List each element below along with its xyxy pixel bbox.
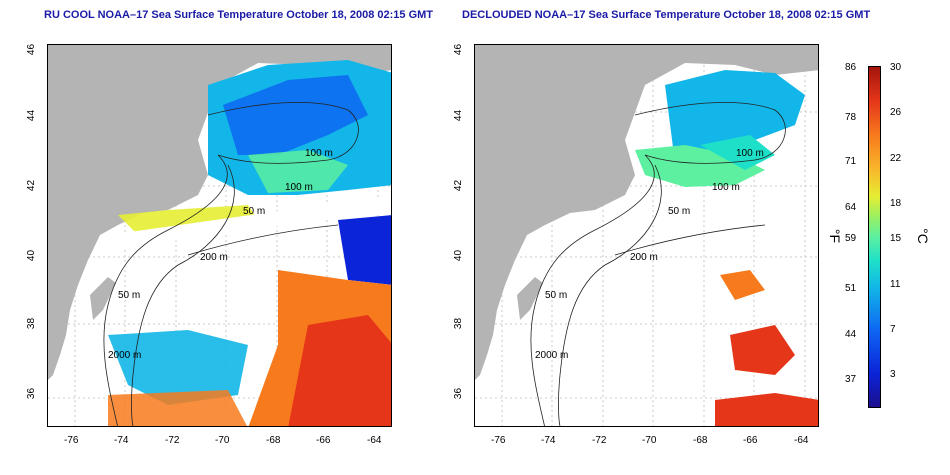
- right-x-tick-70: -70: [642, 435, 657, 446]
- right-y-tick-44: 44: [453, 109, 465, 122]
- right-x-tick-66: -66: [743, 435, 758, 446]
- colorbar-c-26: 26: [890, 107, 902, 118]
- right-contour-label-2000m: 2000 m: [535, 350, 569, 361]
- contour-label-200m: 200 m: [200, 252, 228, 263]
- left-x-tick-74: -74: [114, 435, 129, 446]
- left-x-tick-70: -70: [215, 435, 230, 446]
- right-contour-label-200m: 200 m: [630, 252, 658, 263]
- left-y-tick-44: 44: [26, 109, 38, 122]
- colorbar-c-30: 30: [890, 62, 902, 73]
- fahrenheit-unit-label: °F: [827, 228, 844, 244]
- right-y-tick-40: 40: [453, 249, 465, 262]
- declouded-sst-map: [474, 44, 819, 427]
- right-x-tick-72: -72: [592, 435, 607, 446]
- right-panel-title: DECLOUDED NOAA–17 Sea Surface Temperatur…: [462, 9, 871, 21]
- left-y-tick-46: 46: [26, 43, 38, 56]
- right-x-tick-74: -74: [541, 435, 556, 446]
- temperature-colorbar: [868, 66, 881, 408]
- left-y-tick-42: 42: [26, 179, 38, 192]
- contour-label-100m-b: 100 m: [285, 182, 313, 193]
- left-y-tick-38: 38: [26, 317, 38, 330]
- contour-label-100m-a: 100 m: [305, 148, 333, 159]
- contour-label-50m-b: 50 m: [118, 290, 141, 301]
- colorbar-c-15: 15: [890, 233, 902, 244]
- colorbar-c-11: 11: [890, 279, 901, 290]
- colorbar-c-7: 7: [890, 324, 896, 335]
- colorbar-c-18: 18: [890, 198, 902, 209]
- right-contour-label-50m-b: 50 m: [545, 290, 568, 301]
- colorbar-f-71: 71: [845, 156, 857, 167]
- left-x-tick-64: -64: [367, 435, 382, 446]
- colorbar-c-3: 3: [890, 369, 896, 380]
- right-x-tick-76: -76: [491, 435, 506, 446]
- right-contour-label-50m: 50 m: [668, 206, 691, 217]
- right-y-tick-42: 42: [453, 179, 465, 192]
- contour-label-2000m: 2000 m: [108, 350, 142, 361]
- left-x-tick-66: -66: [316, 435, 331, 446]
- colorbar-f-51: 51: [845, 283, 857, 294]
- right-x-tick-64: -64: [794, 435, 809, 446]
- right-y-tick-38: 38: [453, 317, 465, 330]
- colorbar-f-44: 44: [845, 329, 857, 340]
- right-contour-label-100m-a: 100 m: [736, 148, 764, 159]
- colorbar-f-86: 86: [845, 62, 857, 73]
- left-x-tick-76: -76: [64, 435, 79, 446]
- right-y-tick-46: 46: [453, 43, 465, 56]
- left-y-tick-36: 36: [26, 387, 38, 400]
- contour-label-50m: 50 m: [243, 206, 266, 217]
- colorbar-f-64: 64: [845, 202, 857, 213]
- right-y-tick-36: 36: [453, 387, 465, 400]
- right-contour-label-100m-b: 100 m: [712, 182, 740, 193]
- left-y-tick-40: 40: [26, 249, 38, 262]
- celsius-unit-label: °C: [914, 228, 931, 244]
- colorbar-c-22: 22: [890, 153, 902, 164]
- left-x-tick-72: -72: [165, 435, 180, 446]
- declouded-sst-map-graphic: [475, 45, 818, 426]
- raw-sst-map: [47, 44, 392, 427]
- colorbar-f-78: 78: [845, 112, 857, 123]
- raw-sst-map-graphic: [48, 45, 391, 426]
- colorbar-f-59: 59: [845, 233, 857, 244]
- left-x-tick-68: -68: [266, 435, 281, 446]
- right-x-tick-68: -68: [693, 435, 708, 446]
- left-panel-title: RU COOL NOAA–17 Sea Surface Temperature …: [44, 9, 434, 21]
- colorbar-f-37: 37: [845, 374, 857, 385]
